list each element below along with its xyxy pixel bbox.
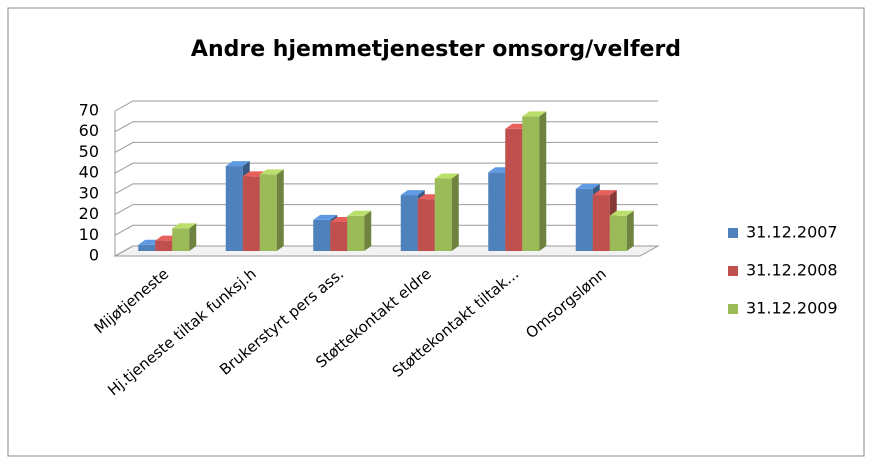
bar-side [364,210,372,251]
bar-top [400,190,425,196]
bar-front [347,215,365,251]
bar-top [575,183,600,189]
bar-top [592,190,617,196]
grid-line [114,162,658,174]
bar-front [592,195,610,251]
bar [347,210,372,251]
bar-front [155,240,173,251]
grid-line [114,224,658,236]
grid-line [114,141,658,153]
bar-top [522,111,547,117]
legend-label: 31.12.2007 [746,223,838,242]
bar-front [400,195,418,251]
legend-label: 31.12.2008 [746,261,838,280]
bar [609,210,634,251]
bar-front [417,199,435,251]
bar-top [225,161,250,167]
y-tick-label: 0 [89,246,99,265]
grid-line [114,245,658,257]
bar-front [138,244,156,251]
y-tick-label: 50 [79,142,99,161]
bar-front [259,174,277,251]
bar [522,111,547,251]
legend-swatch [728,304,738,314]
bar-front [330,222,348,251]
y-tick-label: 60 [79,121,99,140]
bar-front [313,219,331,251]
bar-front [242,176,260,251]
y-tick-label: 30 [79,183,99,202]
bar-side [276,169,284,251]
grid-line [114,121,658,133]
legend-swatch [728,266,738,276]
bar-front [522,116,540,251]
bar-top [172,223,197,229]
bar-front [225,166,243,251]
bar-front [488,172,506,251]
bar-top [347,210,372,216]
grid-line [114,183,658,195]
bar-side [626,210,634,251]
y-tick-label: 20 [79,204,99,223]
bar-front [609,215,627,251]
legend-label: 31.12.2009 [746,299,838,318]
bar-side [451,173,459,251]
bar-front [172,228,190,251]
bar-front [505,128,523,251]
y-tick-label: 40 [79,163,99,182]
bar-top [609,210,634,216]
bar-top [259,169,284,175]
bar-top [313,214,338,220]
bar [434,173,459,251]
bar-side [539,111,547,251]
grid-line [114,204,658,216]
legend-swatch [728,228,738,238]
y-tick-label: 70 [79,101,99,120]
bar-front [575,188,593,251]
grid-line [114,100,658,112]
chart-title: Andre hjemmetjenester omsorg/velferd [191,37,681,62]
bar-front [434,178,452,251]
y-tick-label: 10 [79,225,99,244]
bar [259,169,284,251]
bar [172,223,197,251]
bar-side [189,223,197,251]
bar-top [434,173,459,179]
